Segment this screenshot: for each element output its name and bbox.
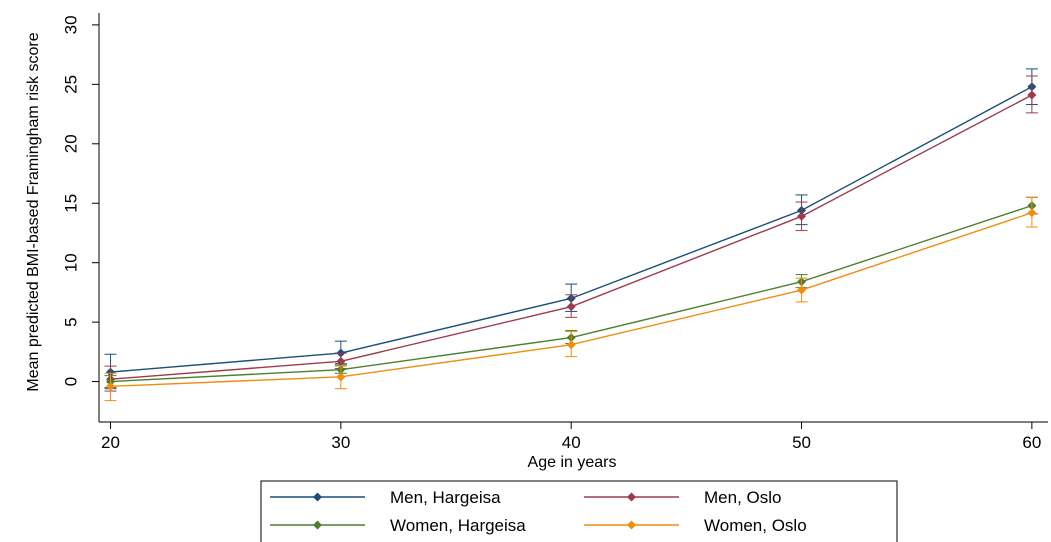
data-point — [566, 340, 576, 350]
data-point — [797, 211, 807, 221]
y-tick-label: 30 — [61, 15, 80, 34]
data-point — [797, 285, 807, 295]
y-axis-title: Mean predicted BMI-based Framingham risk… — [25, 32, 42, 391]
legend-label: Women, Hargeisa — [390, 516, 526, 535]
x-tick-label: 50 — [792, 433, 811, 452]
data-point — [1027, 90, 1037, 100]
y-tick-label: 25 — [61, 75, 80, 94]
y-tick-label: 0 — [61, 377, 80, 386]
data-point — [1027, 208, 1037, 218]
x-tick-label: 20 — [101, 433, 120, 452]
y-tick-label: 10 — [61, 253, 80, 272]
legend-label: Women, Oslo — [704, 516, 807, 535]
legend-box — [260, 480, 898, 542]
plot-area — [104, 68, 1038, 402]
y-tick-label: 15 — [61, 194, 80, 213]
y-tick-label: 5 — [61, 317, 80, 326]
series-1 — [104, 75, 1038, 392]
data-point — [336, 372, 346, 382]
legend-swatch-marker — [313, 520, 322, 530]
series-line — [110, 86, 1033, 373]
x-axis-title: Age in years — [528, 454, 617, 471]
data-point — [566, 302, 576, 312]
legend-swatch-marker — [313, 492, 322, 502]
axes: 0 5 10 15 20 25 30 20 30 40 50 60 — [61, 13, 1048, 452]
data-point — [106, 381, 116, 391]
legend-label: Men, Oslo — [704, 488, 781, 507]
x-tick-label: 60 — [1022, 433, 1041, 452]
series-3 — [104, 196, 1038, 402]
data-point — [336, 356, 346, 366]
y-tick-label: 20 — [61, 134, 80, 153]
legend-swatch-marker — [627, 520, 636, 530]
legend: Men, Hargeisa Men, Oslo Women, Hargeisa Wom… — [260, 480, 898, 542]
legend-label: Men, Hargeisa — [390, 488, 501, 507]
x-tick-label: 30 — [331, 433, 350, 452]
legend-swatch-marker — [627, 492, 636, 502]
x-tick-label: 40 — [562, 433, 581, 452]
